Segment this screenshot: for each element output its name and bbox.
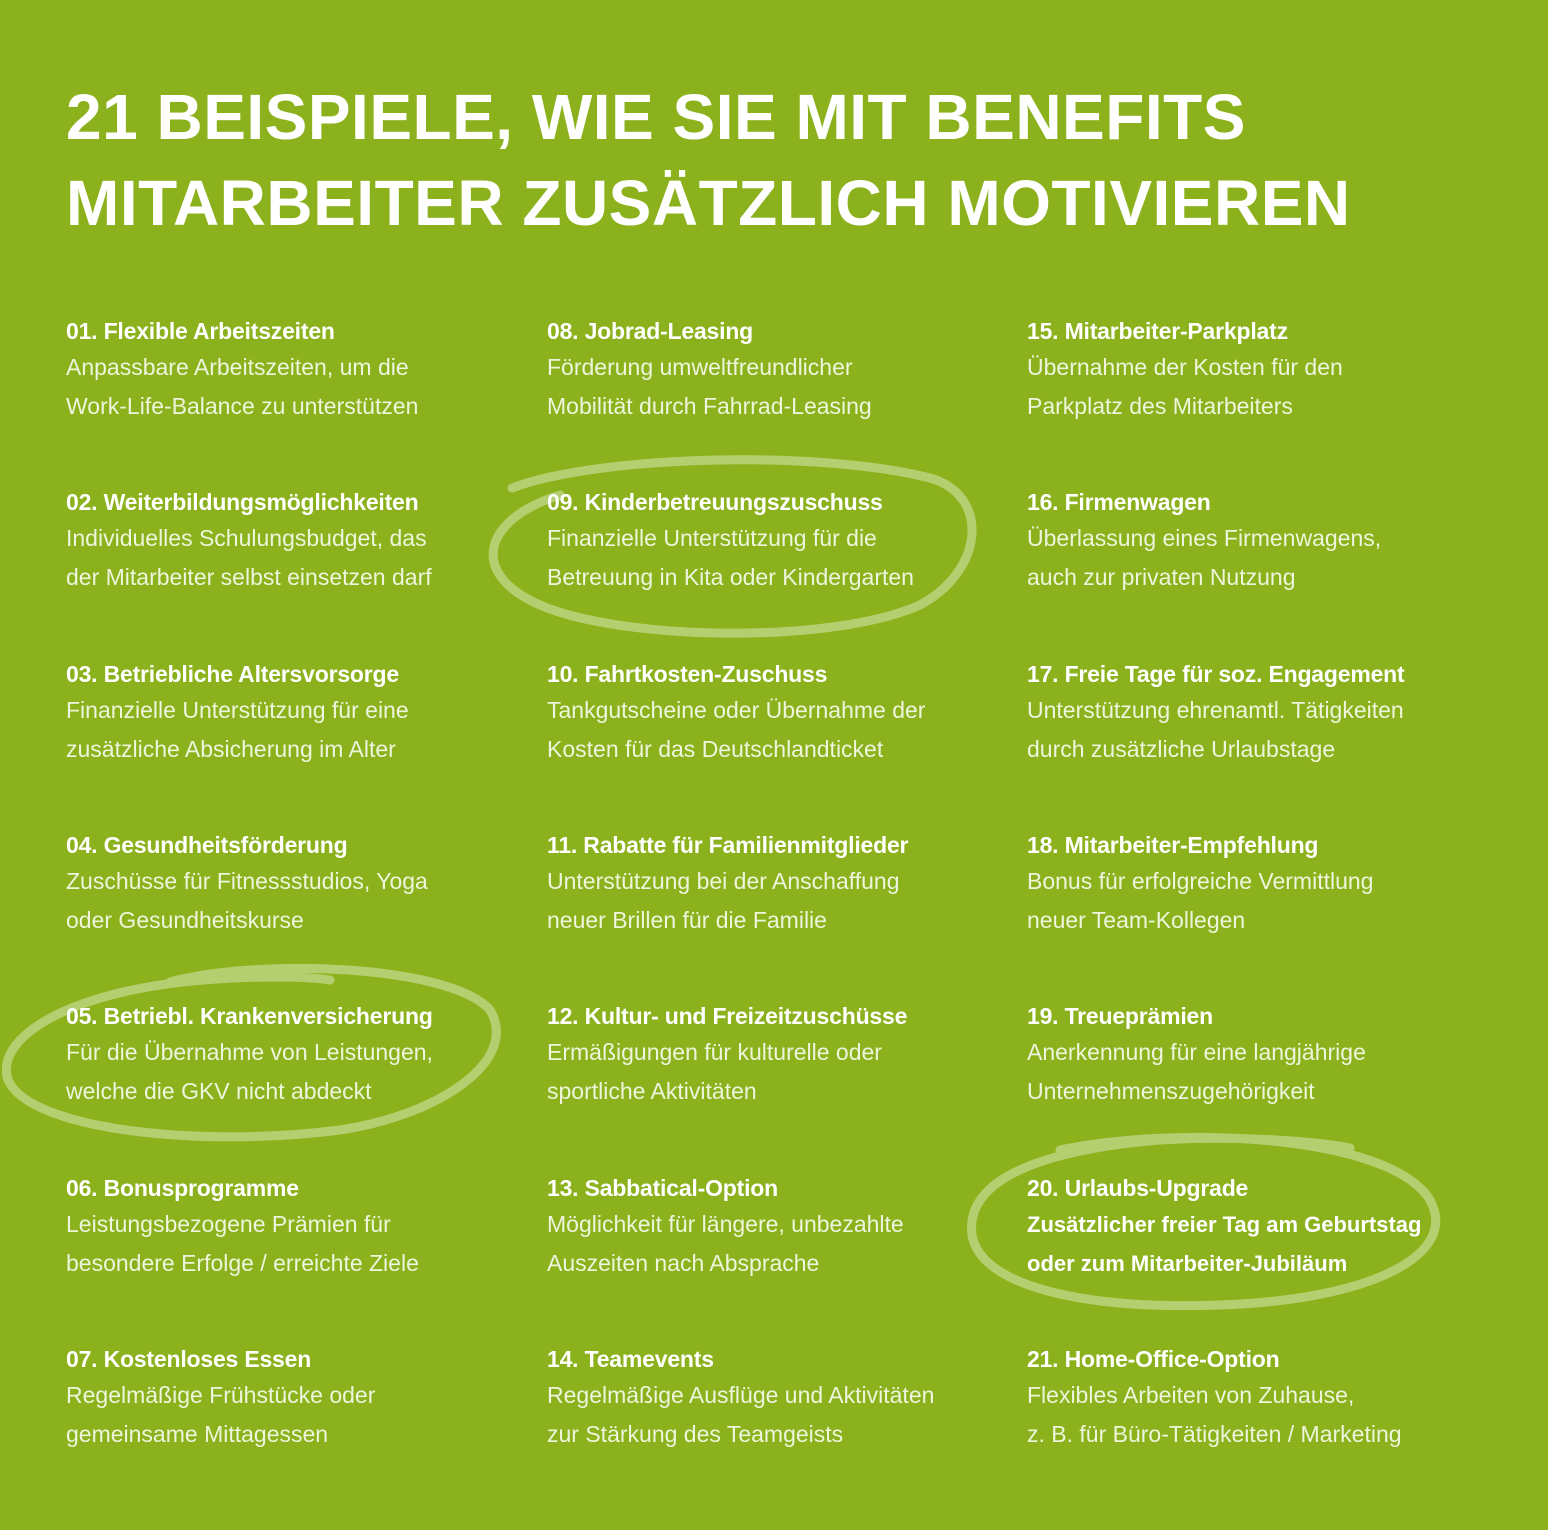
benefit-heading: 09. Kinderbetreuungszuschuss bbox=[547, 489, 883, 515]
benefit-heading: 06. Bonusprogramme bbox=[66, 1175, 299, 1201]
benefit-description-line: Kosten für das Deutschlandticket bbox=[547, 736, 884, 762]
benefit-description-line: zur Stärkung des Teamgeists bbox=[547, 1421, 844, 1447]
benefit-description-line: Bonus für erfolgreiche Vermittlung bbox=[1027, 868, 1374, 894]
benefit-item-08: 08. Jobrad-Leasing Förderung umweltfreund… bbox=[547, 314, 987, 426]
benefit-description-line: Individuelles Schulungsbudget, das bbox=[66, 525, 427, 551]
benefit-description-line: zusätzliche Absicherung im Alter bbox=[66, 736, 396, 762]
benefit-description-line: Unternehmenszugehörigkeit bbox=[1027, 1078, 1315, 1104]
benefit-item-14: 14. Teamevents Regelmäßige Ausflüge und A… bbox=[547, 1342, 987, 1454]
benefit-description-line: Möglichkeit für längere, unbezahlte bbox=[547, 1211, 904, 1237]
benefit-description-line: Finanzielle Unterstützung für die bbox=[547, 525, 877, 551]
benefit-item-03: 03. Betriebliche Altersvorsorge Finanziel… bbox=[66, 657, 506, 769]
benefit-heading: 20. Urlaubs-Upgrade bbox=[1027, 1175, 1249, 1201]
benefit-description-line: besondere Erfolge / erreichte Ziele bbox=[66, 1250, 419, 1276]
benefit-item-04: 04. Gesundheitsförderung Zuschüsse für Fi… bbox=[66, 828, 506, 940]
benefit-heading: 11. Rabatte für Familienmitglieder bbox=[547, 832, 909, 858]
benefit-heading: 01. Flexible Arbeitszeiten bbox=[66, 318, 335, 344]
benefit-description-line: Auszeiten nach Absprache bbox=[547, 1250, 820, 1276]
benefit-description-line: Work-Life-Balance zu unterstützen bbox=[66, 393, 419, 419]
benefit-item-07: 07. Kostenloses Essen Regelmäßige Frühstü… bbox=[66, 1342, 506, 1454]
benefit-description-line: Anpassbare Arbeitszeiten, um die bbox=[66, 354, 409, 380]
benefit-description-line: z. B. für Büro-Tätigkeiten / Marketing bbox=[1027, 1421, 1402, 1447]
benefit-item-15: 15. Mitarbeiter-Parkplatz Übernahme der K… bbox=[1027, 314, 1467, 426]
benefit-heading: 04. Gesundheitsförderung bbox=[66, 832, 348, 858]
benefit-description-line: Zusätzlicher freier Tag am Geburtstag bbox=[1027, 1212, 1422, 1237]
benefit-item-16: 16. Firmenwagen Überlassung eines Firmenw… bbox=[1027, 485, 1467, 597]
benefit-item-18: 18. Mitarbeiter-Empfehlung Bonus für erfo… bbox=[1027, 828, 1467, 940]
benefit-description-line: Regelmäßige Ausflüge und Aktivitäten bbox=[547, 1382, 935, 1408]
benefit-description-line: Ermäßigungen für kulturelle oder bbox=[547, 1039, 882, 1065]
benefit-description-line: der Mitarbeiter selbst einsetzen darf bbox=[66, 564, 432, 590]
benefit-heading: 18. Mitarbeiter-Empfehlung bbox=[1027, 832, 1319, 858]
benefit-description-line: Regelmäßige Frühstücke oder bbox=[66, 1382, 376, 1408]
benefit-item-19: 19. Treueprämien Anerkennung für eine lan… bbox=[1027, 999, 1467, 1111]
benefit-heading: 08. Jobrad-Leasing bbox=[547, 318, 754, 344]
title-line-1: 21 BEISPIELE, WIE SIE MIT BENEFITS bbox=[66, 81, 1246, 153]
benefit-heading: 21. Home-Office-Option bbox=[1027, 1346, 1280, 1372]
benefit-heading: 14. Teamevents bbox=[547, 1346, 714, 1372]
benefit-heading: 03. Betriebliche Altersvorsorge bbox=[66, 661, 399, 687]
benefit-description-line: neuer Brillen für die Familie bbox=[547, 907, 827, 933]
benefit-heading: 07. Kostenloses Essen bbox=[66, 1346, 312, 1372]
benefit-item-21: 21. Home-Office-Option Flexibles Arbeiten… bbox=[1027, 1342, 1467, 1454]
benefit-heading: 17. Freie Tage für soz. Engagement bbox=[1027, 661, 1405, 687]
benefit-description-line: neuer Team-Kollegen bbox=[1027, 907, 1246, 933]
benefit-description-line: Zuschüsse für Fitnessstudios, Yoga bbox=[66, 868, 428, 894]
benefit-description-line: Tankgutscheine oder Übernahme der bbox=[547, 697, 926, 723]
benefit-heading: 05. Betriebl. Krankenversicherung bbox=[66, 1003, 433, 1029]
benefit-description-line: Finanzielle Unterstützung für eine bbox=[66, 697, 409, 723]
benefit-description-line: Förderung umweltfreundlicher bbox=[547, 354, 853, 380]
benefit-heading: 15. Mitarbeiter-Parkplatz bbox=[1027, 318, 1288, 344]
benefit-item-05: 05. Betriebl. Krankenversicherung Für die… bbox=[66, 999, 506, 1111]
benefit-description-line: Flexibles Arbeiten von Zuhause, bbox=[1027, 1382, 1355, 1408]
title-line-2: MITARBEITER ZUSÄTZLICH MOTIVIEREN bbox=[66, 167, 1351, 239]
benefit-heading: 02. Weiterbildungsmöglichkeiten bbox=[66, 489, 419, 515]
benefit-item-10: 10. Fahrtkosten-Zuschuss Tankgutscheine o… bbox=[547, 657, 987, 769]
benefit-heading: 12. Kultur- und Freizeitzuschüsse bbox=[547, 1003, 908, 1029]
benefit-description-line: Parkplatz des Mitarbeiters bbox=[1027, 393, 1293, 419]
benefit-heading: 16. Firmenwagen bbox=[1027, 489, 1211, 515]
benefit-description-line: durch zusätzliche Urlaubstage bbox=[1027, 736, 1336, 762]
benefit-item-11: 11. Rabatte für Familienmitglieder Unters… bbox=[547, 828, 987, 940]
benefit-description-line: Unterstützung ehrenamtl. Tätigkeiten bbox=[1027, 697, 1404, 723]
benefit-description-line: Betreuung in Kita oder Kindergarten bbox=[547, 564, 914, 590]
benefit-item-20: 20. Urlaubs-Upgrade Zusätzlicher freier T… bbox=[1027, 1171, 1467, 1283]
benefit-description-line: oder zum Mitarbeiter-Jubiläum bbox=[1027, 1251, 1348, 1276]
benefit-heading: 13. Sabbatical-Option bbox=[547, 1175, 778, 1201]
page-title: 21 BEISPIELE, WIE SIE MIT BENEFITS MITAR… bbox=[66, 74, 1496, 246]
benefit-item-13: 13. Sabbatical-Option Möglichkeit für län… bbox=[547, 1171, 987, 1283]
benefit-item-12: 12. Kultur- und Freizeitzuschüsse Ermäßig… bbox=[547, 999, 987, 1111]
benefit-heading: 19. Treueprämien bbox=[1027, 1003, 1213, 1029]
benefit-description-line: Mobilität durch Fahrrad-Leasing bbox=[547, 393, 872, 419]
benefit-description-line: Unterstützung bei der Anschaffung bbox=[547, 868, 900, 894]
benefit-description-line: Übernahme der Kosten für den bbox=[1027, 354, 1343, 380]
benefit-description-line: Für die Übernahme von Leistungen, bbox=[66, 1039, 433, 1065]
benefit-description-line: Anerkennung für eine langjährige bbox=[1027, 1039, 1366, 1065]
benefit-item-06: 06. Bonusprogramme Leistungsbezogene Präm… bbox=[66, 1171, 506, 1283]
benefit-description-line: Leistungsbezogene Prämien für bbox=[66, 1211, 391, 1237]
benefit-item-17: 17. Freie Tage für soz. Engagement Unters… bbox=[1027, 657, 1467, 769]
benefit-description-line: gemeinsame Mittagessen bbox=[66, 1421, 329, 1447]
benefit-description-line: oder Gesundheitskurse bbox=[66, 907, 304, 933]
benefit-description-line: welche die GKV nicht abdeckt bbox=[66, 1078, 372, 1104]
benefit-item-01: 01. Flexible Arbeitszeiten Anpassbare Arb… bbox=[66, 314, 506, 426]
benefit-item-02: 02. Weiterbildungsmöglichkeiten Individue… bbox=[66, 485, 506, 597]
benefit-item-09: 09. Kinderbetreuungszuschuss Finanzielle … bbox=[547, 485, 987, 597]
benefit-description-line: auch zur privaten Nutzung bbox=[1027, 564, 1296, 590]
benefit-heading: 10. Fahrtkosten-Zuschuss bbox=[547, 661, 828, 687]
benefit-description-line: Überlassung eines Firmenwagens, bbox=[1027, 525, 1382, 551]
benefit-description-line: sportliche Aktivitäten bbox=[547, 1078, 757, 1104]
